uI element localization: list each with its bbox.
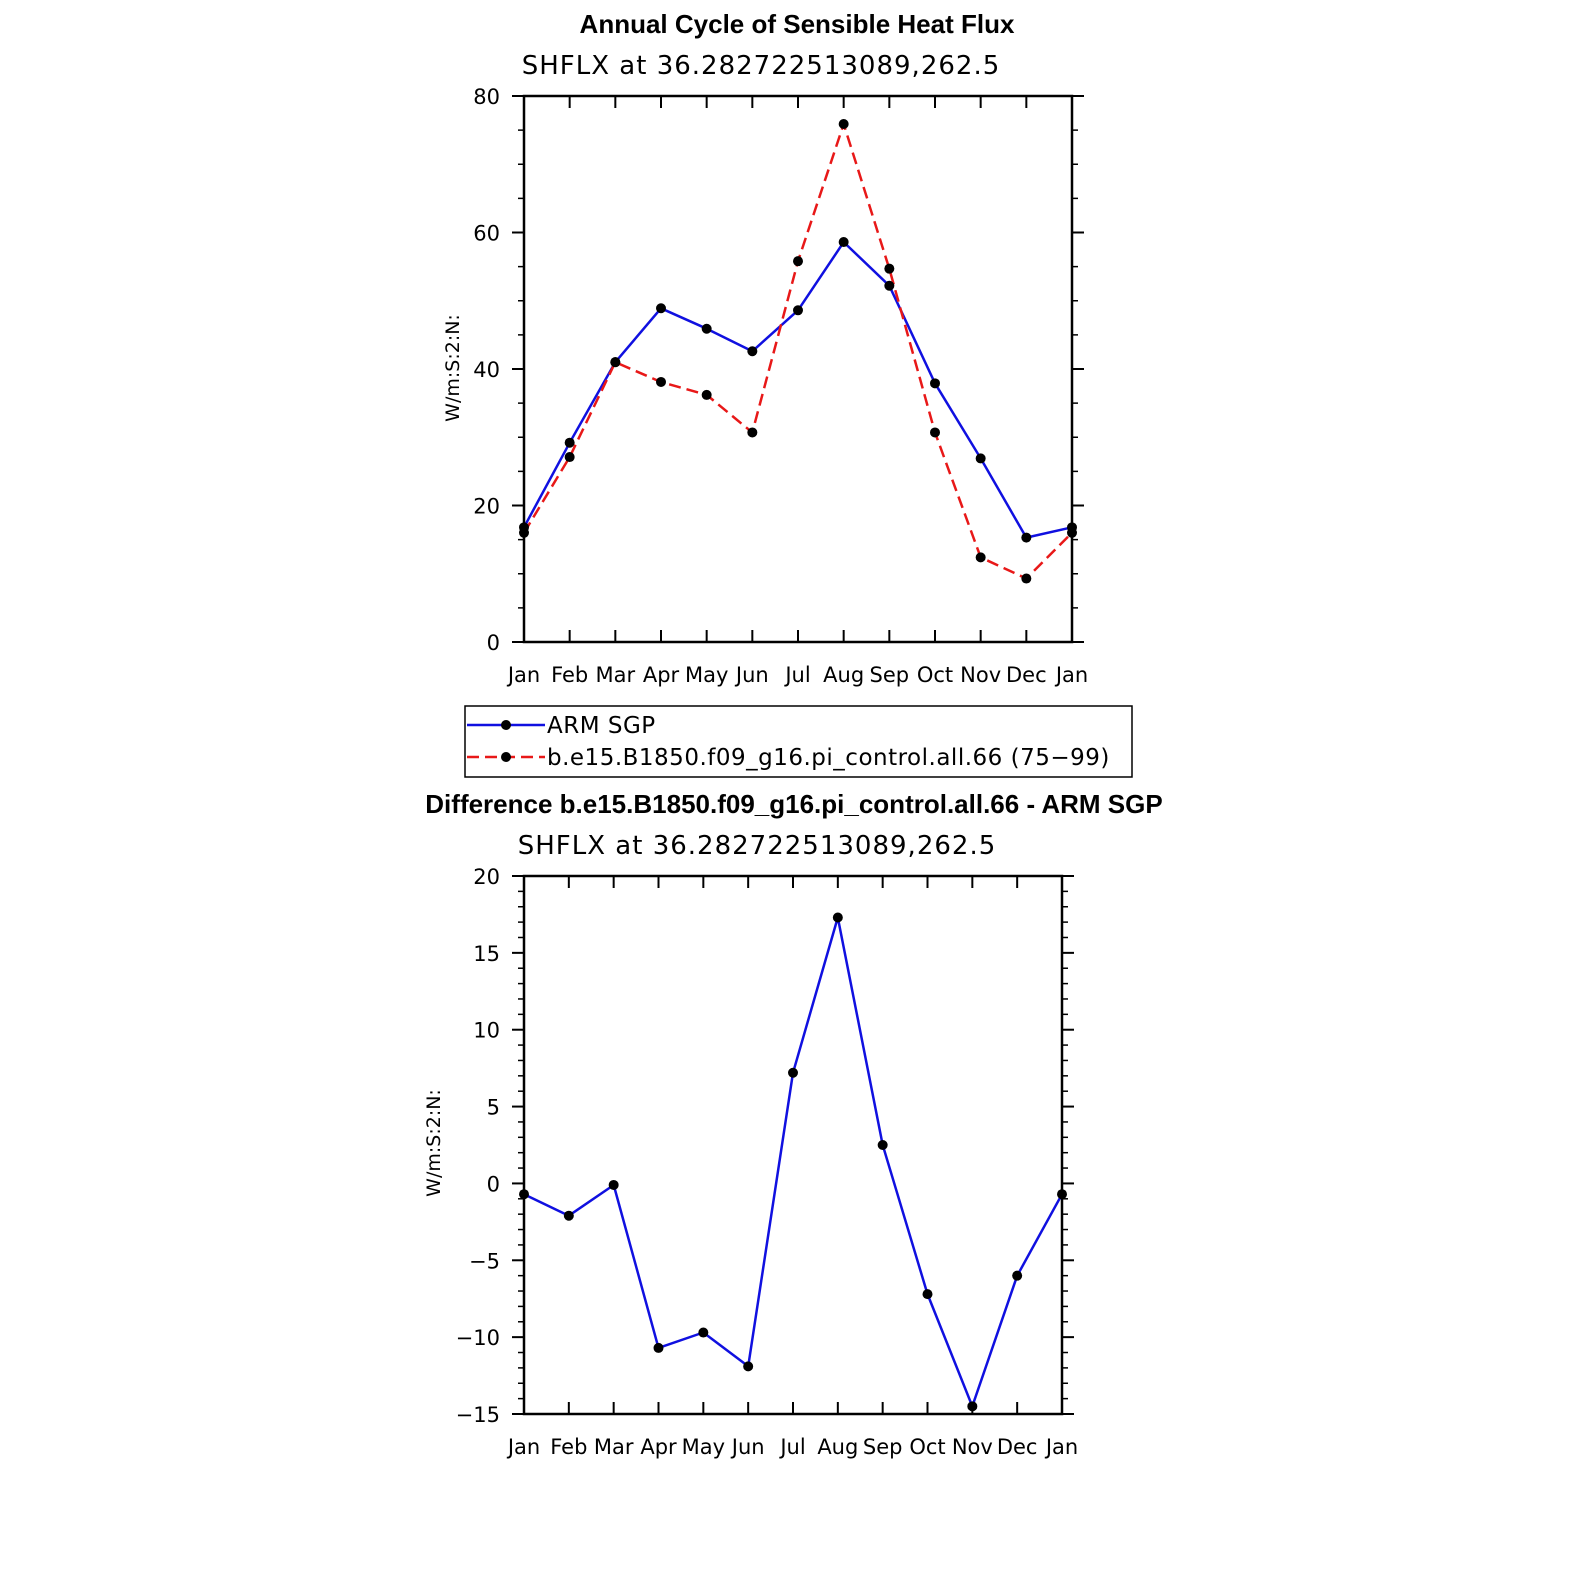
x-tick-label: Jan xyxy=(506,1435,540,1459)
data-point-s0-8 xyxy=(877,1140,888,1150)
data-point-s0-1 xyxy=(564,437,575,448)
x-tick-label: Apr xyxy=(643,663,680,687)
legend-label-model: b.e15.B1850.f09_g16.pi_control.all.66 (7… xyxy=(547,745,1110,771)
data-point-s1-8 xyxy=(884,263,895,274)
x-tick-label: Oct xyxy=(917,663,953,687)
annual-cycle-chart: Annual Cycle of Sensible Heat Flux SHFLX… xyxy=(442,9,1088,687)
y-tick-label: 20 xyxy=(473,495,500,519)
data-point-s0-10 xyxy=(967,1401,978,1412)
x-tick-label: Feb xyxy=(551,663,588,687)
data-point-s0-11 xyxy=(1012,1270,1023,1281)
data-point-s1-11 xyxy=(1021,573,1032,584)
chart1-y-tick-labels: −15 −10 −5 0 5 10 15 20 xyxy=(456,865,500,1427)
y-tick-label: 15 xyxy=(473,942,500,966)
y-tick-label: −5 xyxy=(469,1249,500,1273)
x-tick-label: Jan xyxy=(506,663,540,687)
legend-marker-arm-sgp xyxy=(501,720,511,730)
y-tick-label: 40 xyxy=(473,358,500,382)
data-point-s0-9 xyxy=(922,1289,933,1300)
data-point-s0-6 xyxy=(793,305,803,316)
chart1-subtitle: SHFLX at 36.282722513089,262.5 xyxy=(518,831,997,861)
data-point-s0-6 xyxy=(788,1067,798,1078)
data-point-s0-10 xyxy=(975,453,986,464)
data-point-s0-5 xyxy=(747,346,758,357)
x-tick-label: Aug xyxy=(817,1435,858,1459)
data-point-s1-5 xyxy=(747,427,758,438)
data-point-s0-8 xyxy=(884,280,895,291)
data-point-s0-7 xyxy=(838,237,849,248)
y-tick-label: 10 xyxy=(473,1019,500,1043)
chart1-plot-frame xyxy=(522,874,1064,1416)
data-point-s0-5 xyxy=(743,1361,754,1372)
chart0-y-tick-labels: 0 20 40 60 80 xyxy=(473,85,500,655)
chart1-title: Difference b.e15.B1850.f09_g16.pi_contro… xyxy=(425,789,1162,819)
y-tick-label: −10 xyxy=(456,1326,500,1350)
data-point-s1-3 xyxy=(656,376,666,387)
y-tick-label: 60 xyxy=(473,222,500,246)
x-tick-label: Sep xyxy=(863,1435,903,1459)
x-tick-label: May xyxy=(685,663,728,687)
x-tick-label: Jun xyxy=(734,663,769,687)
x-tick-label: Feb xyxy=(550,1435,587,1459)
data-point-s0-9 xyxy=(930,378,940,389)
chart0-title: Annual Cycle of Sensible Heat Flux xyxy=(580,9,1015,39)
difference-chart: Difference b.e15.B1850.f09_g16.pi_contro… xyxy=(423,789,1163,1459)
x-tick-label: Nov xyxy=(960,663,1001,687)
data-point-s1-7 xyxy=(838,118,849,129)
x-tick-label: Sep xyxy=(870,663,910,687)
chart0-subtitle: SHFLX at 36.282722513089,262.5 xyxy=(522,51,1001,81)
chart1-ylabel: W/m:S:2:N: xyxy=(423,1089,445,1197)
x-tick-label: Dec xyxy=(1006,663,1047,687)
x-tick-label: Mar xyxy=(594,1435,634,1459)
y-tick-label: 5 xyxy=(487,1096,500,1120)
legend-marker-model xyxy=(501,752,511,762)
x-tick-label: Oct xyxy=(909,1435,945,1459)
data-point-s0-11 xyxy=(1021,532,1032,543)
y-tick-label: −15 xyxy=(456,1403,500,1427)
y-tick-label: 0 xyxy=(487,631,500,655)
x-tick-label: Jul xyxy=(778,1435,805,1459)
chart0-plot-frame xyxy=(522,94,1074,644)
chart0-ylabel: W/m:S:2:N: xyxy=(442,314,464,422)
chart0-data-points xyxy=(519,118,1077,584)
x-tick-label: Jan xyxy=(1044,1435,1078,1459)
x-tick-label: Nov xyxy=(952,1435,993,1459)
data-point-s0-3 xyxy=(656,303,666,314)
data-point-s0-4 xyxy=(698,1327,709,1338)
x-tick-label: Dec xyxy=(997,1435,1038,1459)
y-tick-label: 20 xyxy=(473,865,500,889)
chart1-x-tick-labels: Jan Feb Mar Apr May Jun Jul Aug Sep Oct Nov Dec Jan xyxy=(506,1435,1078,1459)
y-tick-label: 0 xyxy=(487,1172,500,1196)
x-tick-label: May xyxy=(682,1435,725,1459)
x-tick-label: Mar xyxy=(596,663,636,687)
data-point-s1-4 xyxy=(701,389,712,400)
data-point-s1-2 xyxy=(610,357,621,368)
y-tick-label: 80 xyxy=(473,85,500,109)
chart0-x-tick-labels: Jan Feb Mar Apr May Jun Jul Aug Sep Oct Nov Dec Jan xyxy=(506,663,1088,687)
data-point-s1-1 xyxy=(564,452,575,463)
data-point-s0-3 xyxy=(653,1342,664,1353)
legend-box xyxy=(464,705,1133,778)
legend-label-arm-sgp: ARM SGP xyxy=(547,713,656,739)
data-point-s0-2 xyxy=(608,1179,619,1190)
x-tick-label: Apr xyxy=(640,1435,677,1459)
data-point-s0-4 xyxy=(701,323,712,334)
x-tick-label: Jun xyxy=(730,1435,765,1459)
data-point-s1-6 xyxy=(793,256,803,267)
data-point-s0-1 xyxy=(563,1210,574,1221)
data-point-s1-9 xyxy=(930,427,940,438)
data-point-s1-10 xyxy=(975,552,986,563)
legend: ARM SGP b.e15.B1850.f09_g16.pi_control.a… xyxy=(464,705,1133,778)
x-tick-label: Aug xyxy=(823,663,864,687)
x-tick-label: Jan xyxy=(1054,663,1088,687)
x-tick-label: Jul xyxy=(783,663,810,687)
data-point-s0-7 xyxy=(832,912,843,923)
